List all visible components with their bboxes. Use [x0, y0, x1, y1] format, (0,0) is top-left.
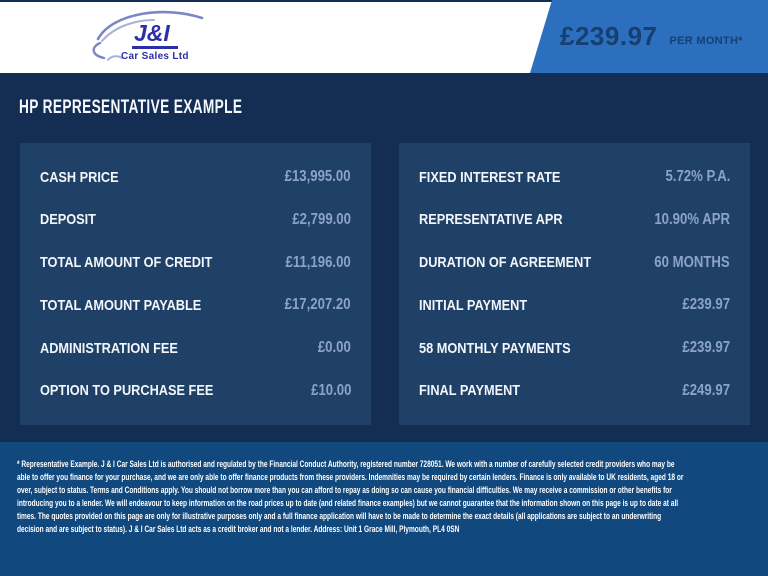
table-row: FIXED INTEREST RATE 5.72% P.A.: [419, 157, 730, 197]
finance-value: £10.00: [310, 381, 351, 399]
finance-label: DURATION OF AGREEMENT: [419, 254, 592, 272]
header: J&I Car Sales Ltd £239.97 PER MONTH*: [0, 0, 768, 73]
table-row: 58 MONTHLY PAYMENTS £239.97: [419, 328, 730, 368]
finance-label: DEPOSIT: [40, 211, 96, 229]
finance-label: 58 MONTHLY PAYMENTS: [419, 339, 571, 357]
table-row: OPTION TO PURCHASE FEE £10.00: [40, 371, 351, 411]
table-row: FINAL PAYMENT £249.97: [419, 371, 730, 411]
finance-panels: CASH PRICE £13,995.00 DEPOSIT £2,799.00 …: [20, 143, 750, 425]
finance-label: INITIAL PAYMENT: [419, 296, 528, 314]
finance-value: 10.90% APR: [654, 210, 730, 228]
finance-panel-left: CASH PRICE £13,995.00 DEPOSIT £2,799.00 …: [20, 143, 371, 425]
finance-value: 5.72% P.A.: [665, 168, 730, 185]
logo-subtitle: Car Sales Ltd: [121, 51, 189, 62]
table-row: TOTAL AMOUNT OF CREDIT £11,196.00: [40, 243, 351, 283]
table-row: REPRESENTATIVE APR 10.90% APR: [419, 200, 730, 240]
monthly-price-amount: £239.97: [560, 21, 658, 51]
finance-value: £17,207.20: [285, 296, 351, 314]
footer: * Representative Example. J & I Car Sale…: [0, 442, 768, 576]
legal-disclaimer: * Representative Example. J & I Car Sale…: [17, 459, 684, 534]
table-row: TOTAL AMOUNT PAYABLE £17,207.20: [40, 285, 351, 325]
monthly-price-flag: £239.97 PER MONTH*: [530, 0, 768, 73]
finance-value: £13,995.00: [285, 168, 351, 185]
finance-label: CASH PRICE: [40, 168, 119, 186]
logo-name: J&I: [132, 22, 178, 49]
table-row: DURATION OF AGREEMENT 60 MONTHS: [419, 243, 730, 283]
title-band: HP REPRESENTATIVE EXAMPLE: [0, 73, 768, 143]
finance-label: FIXED INTEREST RATE: [419, 168, 561, 186]
table-row: CASH PRICE £13,995.00: [40, 157, 351, 197]
table-row: INITIAL PAYMENT £239.97: [419, 285, 730, 325]
finance-value: £0.00: [318, 339, 351, 357]
finance-label: REPRESENTATIVE APR: [419, 211, 563, 229]
car-logo-icon: [92, 10, 204, 61]
finance-label: TOTAL AMOUNT PAYABLE: [40, 296, 202, 314]
page-title: HP REPRESENTATIVE EXAMPLE: [19, 97, 243, 118]
dealer-logo: J&I Car Sales Ltd: [88, 5, 218, 69]
finance-value: £249.97: [682, 381, 730, 399]
finance-value: £2,799.00: [292, 210, 351, 228]
logo-text: J&I Car Sales Ltd: [121, 22, 189, 63]
main-section: HP REPRESENTATIVE EXAMPLE CASH PRICE £13…: [0, 73, 768, 442]
finance-label: OPTION TO PURCHASE FEE: [40, 382, 214, 400]
table-row: DEPOSIT £2,799.00: [40, 200, 351, 240]
finance-value: £239.97: [682, 296, 730, 314]
finance-label: TOTAL AMOUNT OF CREDIT: [40, 254, 213, 272]
monthly-price-period: PER MONTH*: [669, 34, 743, 47]
finance-label: FINAL PAYMENT: [419, 382, 521, 400]
top-border-strip: [0, 0, 768, 2]
finance-label: ADMINISTRATION FEE: [40, 339, 178, 357]
finance-value: £11,196.00: [285, 253, 351, 271]
finance-value: £239.97: [682, 339, 730, 357]
table-row: ADMINISTRATION FEE £0.00: [40, 328, 351, 368]
finance-panel-right: FIXED INTEREST RATE 5.72% P.A. REPRESENT…: [399, 143, 750, 425]
finance-value: 60 MONTHS: [654, 253, 730, 271]
